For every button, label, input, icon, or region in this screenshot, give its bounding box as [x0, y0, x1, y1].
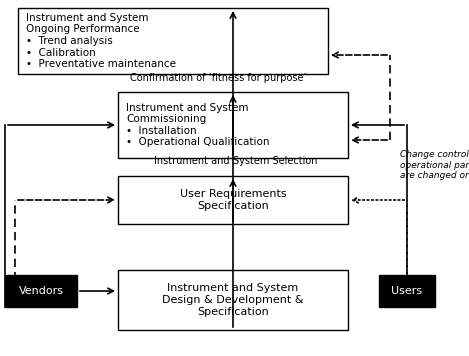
Text: System Selection: System Selection — [233, 156, 318, 166]
Text: Users: Users — [392, 286, 423, 296]
Bar — [118, 270, 348, 330]
Text: Vendors: Vendors — [18, 286, 63, 296]
Bar — [379, 275, 435, 307]
Text: Instrument and System
Ongoing Performance
•  Trend analysis
•  Calibration
•  Pr: Instrument and System Ongoing Performanc… — [26, 13, 176, 69]
Text: Change control if
operational parameters
are changed or modified: Change control if operational parameters… — [400, 150, 469, 180]
Bar — [5, 275, 77, 307]
Text: Instrument and: Instrument and — [154, 156, 233, 166]
Text: Instrument and System
Commissioning
•  Installation
•  Operational Qualification: Instrument and System Commissioning • In… — [126, 103, 270, 147]
Text: Instrument and System
Design & Development &
Specification: Instrument and System Design & Developme… — [162, 283, 304, 316]
Bar — [18, 8, 328, 74]
Text: User Requirements
Specification: User Requirements Specification — [180, 189, 286, 211]
Bar — [118, 92, 348, 158]
Bar — [118, 176, 348, 224]
Text: Confirmation of ‘fitness for purpose’: Confirmation of ‘fitness for purpose’ — [130, 73, 307, 83]
